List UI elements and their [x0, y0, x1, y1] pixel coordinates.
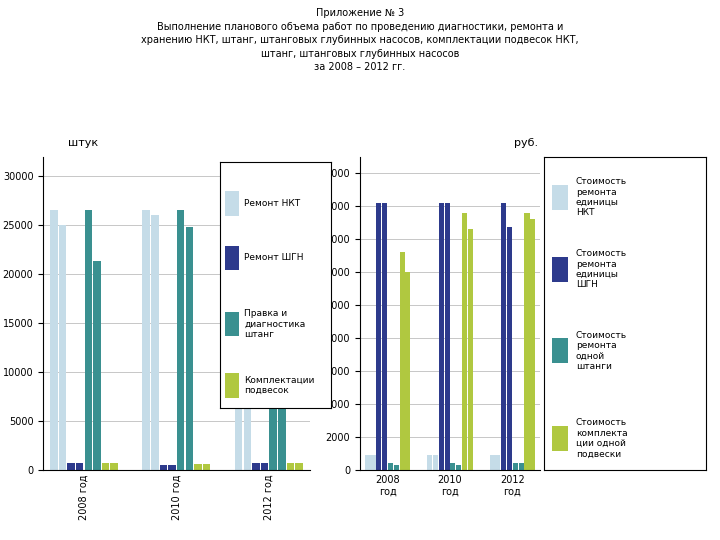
Bar: [433, 455, 438, 470]
Bar: [143, 211, 150, 470]
Text: Стоимость
ремонта
одной
штанги: Стоимость ремонта одной штанги: [576, 330, 627, 371]
Bar: [110, 463, 118, 470]
Bar: [405, 272, 410, 470]
Bar: [278, 225, 286, 470]
Bar: [58, 225, 66, 470]
Bar: [93, 261, 101, 470]
Bar: [102, 463, 109, 470]
Bar: [438, 202, 444, 470]
Bar: [382, 202, 387, 470]
Bar: [531, 219, 536, 470]
Bar: [67, 463, 75, 470]
Text: Правка и
диагностика
штанг: Правка и диагностика штанг: [244, 309, 305, 339]
FancyBboxPatch shape: [225, 373, 238, 398]
Bar: [394, 465, 399, 470]
Bar: [151, 215, 158, 470]
Text: Приложение № 3
Выполнение планового объема работ по проведению диагностики, ремо: Приложение № 3 Выполнение планового объе…: [141, 8, 579, 72]
Text: Стоимость
ремонта
единицы
ШГН: Стоимость ремонта единицы ШГН: [576, 249, 627, 289]
Bar: [513, 463, 518, 470]
Bar: [468, 229, 473, 470]
FancyBboxPatch shape: [225, 246, 238, 270]
Bar: [451, 463, 456, 470]
Text: руб.: руб.: [513, 138, 538, 149]
FancyBboxPatch shape: [552, 185, 568, 210]
Bar: [194, 464, 202, 470]
Bar: [507, 227, 512, 470]
Bar: [427, 455, 432, 470]
Bar: [177, 211, 184, 470]
Bar: [400, 252, 405, 470]
Bar: [287, 463, 294, 470]
Bar: [261, 463, 269, 470]
Bar: [501, 202, 506, 470]
Bar: [490, 455, 495, 470]
Bar: [524, 213, 529, 470]
Text: Ремонт НКТ: Ремонт НКТ: [244, 199, 300, 208]
FancyBboxPatch shape: [552, 257, 568, 282]
Bar: [186, 227, 193, 470]
Text: Стоимость
ремонта
единицы
НКТ: Стоимость ремонта единицы НКТ: [576, 177, 627, 218]
Text: Комплектации
подвесок: Комплектации подвесок: [244, 376, 315, 395]
Bar: [377, 202, 382, 470]
Bar: [243, 211, 251, 470]
Bar: [462, 213, 467, 470]
Bar: [50, 211, 58, 470]
Bar: [203, 464, 210, 470]
Bar: [444, 202, 449, 470]
Bar: [168, 465, 176, 470]
FancyBboxPatch shape: [225, 192, 238, 216]
FancyBboxPatch shape: [552, 338, 568, 363]
FancyBboxPatch shape: [225, 312, 238, 336]
Text: штук: штук: [68, 138, 99, 149]
Bar: [388, 463, 393, 470]
Bar: [456, 465, 462, 470]
Bar: [84, 211, 92, 470]
Bar: [364, 455, 369, 470]
Text: Ремонт ШГН: Ремонт ШГН: [244, 253, 304, 262]
Bar: [495, 455, 500, 470]
Bar: [295, 463, 303, 470]
Bar: [269, 211, 277, 470]
Bar: [371, 455, 376, 470]
Bar: [518, 463, 523, 470]
Bar: [76, 463, 84, 470]
FancyBboxPatch shape: [552, 426, 568, 451]
Bar: [235, 211, 243, 470]
Bar: [160, 465, 167, 470]
Text: Стоимость
комплекта
ции одной
подвески: Стоимость комплекта ции одной подвески: [576, 418, 628, 458]
Bar: [252, 463, 260, 470]
